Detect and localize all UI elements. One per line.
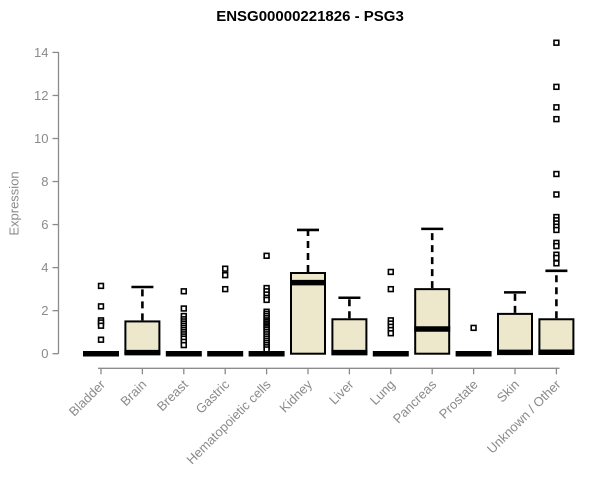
outlier-point bbox=[180, 341, 187, 349]
outlier-point bbox=[553, 83, 560, 91]
outlier-point bbox=[553, 39, 560, 46]
outlier-point bbox=[553, 170, 560, 178]
outlier-point bbox=[553, 242, 560, 250]
outlier-point bbox=[553, 254, 560, 262]
y-tick-label: 14 bbox=[34, 45, 48, 60]
chart-title: ENSG00000221826 - PSG3 bbox=[216, 8, 404, 25]
x-tick-label: Prostate bbox=[436, 377, 481, 422]
x-tick-label: Unknown / Other bbox=[484, 376, 564, 456]
outlier-point bbox=[387, 268, 394, 276]
y-tick-label: 2 bbox=[41, 303, 48, 318]
box-rect bbox=[414, 288, 451, 355]
outlier-point bbox=[387, 285, 394, 293]
outlier-point bbox=[263, 296, 270, 304]
x-tick-label: Breast bbox=[154, 377, 191, 414]
outlier-point bbox=[263, 252, 270, 259]
outlier-point bbox=[97, 282, 105, 290]
y-tick-label: 0 bbox=[41, 346, 48, 361]
outlier-point bbox=[180, 288, 187, 295]
outlier-point bbox=[97, 303, 105, 310]
outlier-point bbox=[387, 330, 394, 337]
outlier-point bbox=[97, 336, 105, 343]
x-tick-label: Skin bbox=[494, 377, 522, 405]
x-tick-label: Gastric bbox=[193, 376, 233, 416]
box-rect bbox=[331, 318, 368, 355]
box-rect bbox=[124, 320, 161, 355]
y-tick-label: 6 bbox=[41, 217, 48, 232]
x-tick-label: Liver bbox=[326, 376, 357, 407]
y-tick-label: 8 bbox=[41, 174, 48, 189]
outlier-point bbox=[553, 260, 560, 267]
outlier-point bbox=[553, 191, 560, 198]
outlier-point bbox=[222, 265, 229, 272]
x-tick-label: Kidney bbox=[276, 376, 315, 415]
y-tick-label: 10 bbox=[34, 131, 48, 146]
box-rect bbox=[290, 272, 326, 355]
y-tick-label: 4 bbox=[41, 260, 48, 275]
y-tick-label: 12 bbox=[34, 88, 48, 103]
box-rect bbox=[538, 318, 575, 355]
box-rect bbox=[497, 312, 533, 355]
outlier-point bbox=[97, 322, 105, 329]
outlier-point bbox=[470, 324, 477, 332]
outlier-point bbox=[222, 285, 229, 293]
outlier-point bbox=[180, 305, 187, 312]
outlier-point bbox=[553, 104, 560, 111]
x-tick-label: Brain bbox=[117, 377, 149, 409]
outlier-point bbox=[553, 226, 560, 234]
x-tick-label: Bladder bbox=[66, 376, 109, 419]
outlier-point bbox=[263, 346, 270, 353]
x-tick-label: Lung bbox=[367, 377, 398, 408]
outlier-point bbox=[222, 271, 229, 279]
outlier-point bbox=[553, 115, 560, 123]
x-tick-label: Pancreas bbox=[390, 376, 440, 426]
